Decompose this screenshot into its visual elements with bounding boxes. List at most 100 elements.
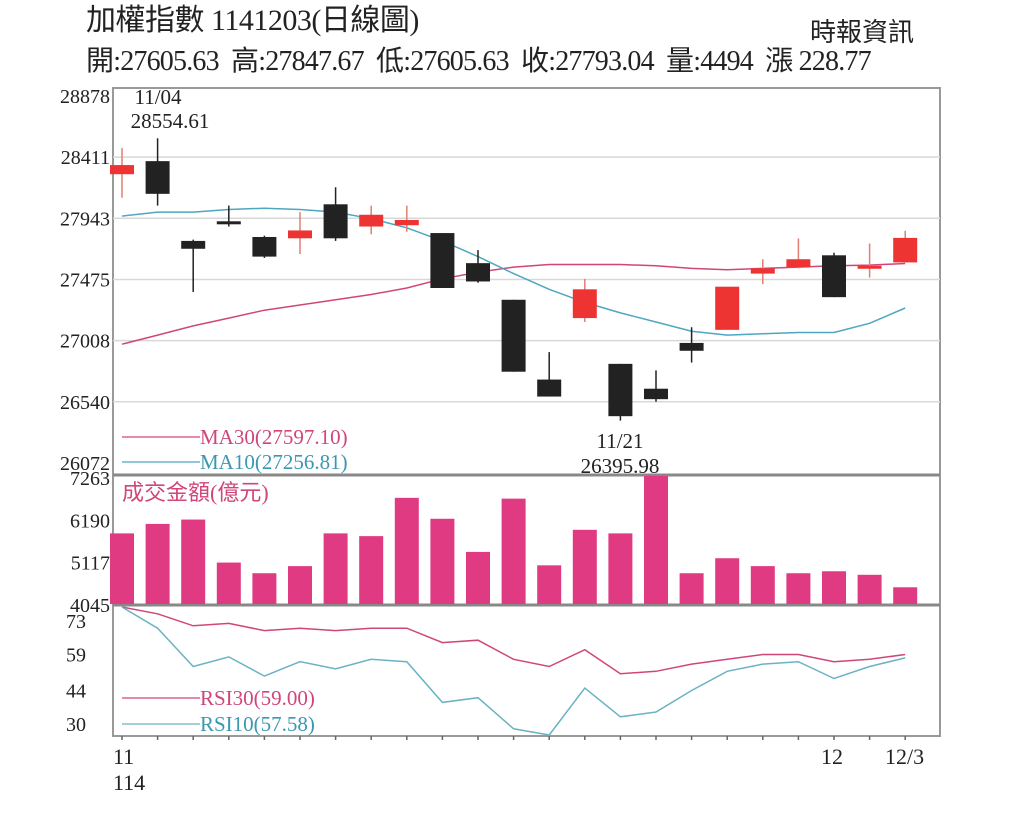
candle-up (110, 148, 134, 198)
volume-bar (252, 573, 277, 604)
candle-body (430, 233, 455, 289)
volume-bar (216, 562, 241, 604)
volume-bars (110, 476, 918, 604)
ohlc-summary: 開:27605.63 高:27847.67 低:27605.63 收:27793… (86, 46, 877, 78)
candle-down (501, 299, 526, 372)
price-tick-label: 28878 (60, 86, 110, 108)
high-date-annotation: 11/04 (134, 85, 182, 109)
candle-body (822, 255, 846, 298)
candle-down (252, 235, 277, 258)
volume-title: 成交金額(億元) (122, 480, 269, 505)
candle-down (181, 239, 206, 292)
price-tick-label: 28411 (61, 147, 110, 169)
volume-bar (145, 523, 170, 604)
ma30-legend-label: MA30(27597.10) (200, 425, 348, 449)
rsi10-line (121, 606, 906, 736)
candle-down (537, 352, 562, 397)
candle-body (572, 289, 597, 319)
candle-body (608, 363, 633, 417)
volume-bar (822, 571, 846, 604)
chart-title: 加權指數 1141203(日線圖) (86, 4, 419, 37)
ma-legend: MA30(27597.10) MA10(27256.81) (122, 425, 348, 474)
rsi-tick-label: 44 (66, 680, 86, 702)
volume-bar (323, 533, 348, 604)
low-value-annotation: 26395.98 (581, 454, 660, 478)
x-label-month-11: 11 (113, 744, 134, 769)
low-date-annotation: 11/21 (596, 429, 643, 453)
open-value: 開:27605.63 (86, 46, 220, 77)
volume-tick-label: 4045 (70, 595, 110, 617)
low-value: 低:27605.63 (376, 46, 510, 77)
candle-down (216, 205, 241, 227)
close-value: 收:27793.04 (521, 46, 655, 77)
candle-body (786, 259, 811, 268)
volume-bar (110, 533, 134, 604)
volume-bar (288, 566, 312, 604)
volume-bar (394, 497, 419, 604)
candle-body (537, 379, 562, 397)
rsi-tick-label: 30 (66, 714, 86, 736)
volume-tick-label: 6190 (70, 510, 110, 532)
volume-bar (537, 565, 562, 604)
volume-bar (466, 551, 490, 604)
rsi-legend: RSI30(59.00) RSI10(57.58) (122, 686, 315, 736)
change-value: 漲 228.77 (765, 46, 871, 77)
candle-up (572, 278, 597, 323)
volume-bar (786, 573, 811, 604)
rsi-tick-label: 59 (66, 645, 86, 667)
rsi-lines (121, 606, 906, 736)
rsi-axis-labels: 73 59 44 30 (66, 611, 86, 736)
candle-body (501, 299, 526, 372)
candle-body (679, 342, 704, 351)
candle-down (644, 370, 668, 402)
volume-bar (857, 574, 882, 604)
candle-body (216, 221, 241, 225)
candle-body (145, 161, 170, 194)
x-axis-ticks (121, 736, 906, 740)
candle-body (715, 286, 740, 330)
candle-body (394, 219, 419, 226)
high-value: 高:27847.67 (231, 46, 365, 77)
candle-up (288, 212, 312, 254)
price-tick-label: 27008 (60, 331, 110, 353)
candle-up (857, 243, 882, 278)
price-axis-labels: 28878 28411 27943 27475 27008 26540 26072 (60, 86, 110, 475)
volume-tick-label: 5117 (71, 553, 110, 575)
chart-frame (112, 87, 941, 737)
candle-body (288, 230, 312, 239)
candle-up (715, 286, 740, 330)
volume-bar (608, 533, 633, 604)
x-label-year-114: 114 (113, 770, 145, 795)
ma10-line (121, 207, 906, 336)
source-label: 時報資訊 (810, 18, 915, 47)
volume-axis-labels: 7263 6190 5117 4045 (70, 468, 110, 617)
ma10-legend-label: MA10(27256.81) (200, 450, 348, 474)
candle-down (466, 250, 490, 283)
volume-bar (679, 573, 704, 604)
candlesticks (110, 138, 918, 421)
candle-up (359, 205, 384, 235)
candle-down (430, 233, 455, 289)
candle-body (252, 236, 277, 257)
volume-tick-label: 7263 (70, 468, 110, 490)
volume-bar (893, 587, 918, 604)
volume-bar (572, 529, 597, 604)
candle-down (323, 187, 348, 241)
ma30-line (121, 262, 906, 345)
candle-up (893, 230, 918, 263)
candle-up (786, 238, 811, 269)
volume-value: 量:4494 (666, 46, 754, 77)
price-tick-label: 27943 (60, 208, 110, 230)
volume-bar (715, 558, 740, 604)
candle-down (822, 252, 846, 298)
volume-bar (501, 498, 526, 604)
candle-body (893, 237, 918, 263)
rsi30-legend-label: RSI30(59.00) (200, 686, 315, 710)
volume-bar (181, 519, 206, 604)
candle-body (323, 204, 348, 239)
price-tick-label: 26540 (60, 392, 110, 414)
rsi-tick-label: 73 (66, 611, 86, 633)
candle-down (145, 138, 170, 206)
candle-up (394, 205, 419, 232)
volume-bar (359, 536, 384, 604)
